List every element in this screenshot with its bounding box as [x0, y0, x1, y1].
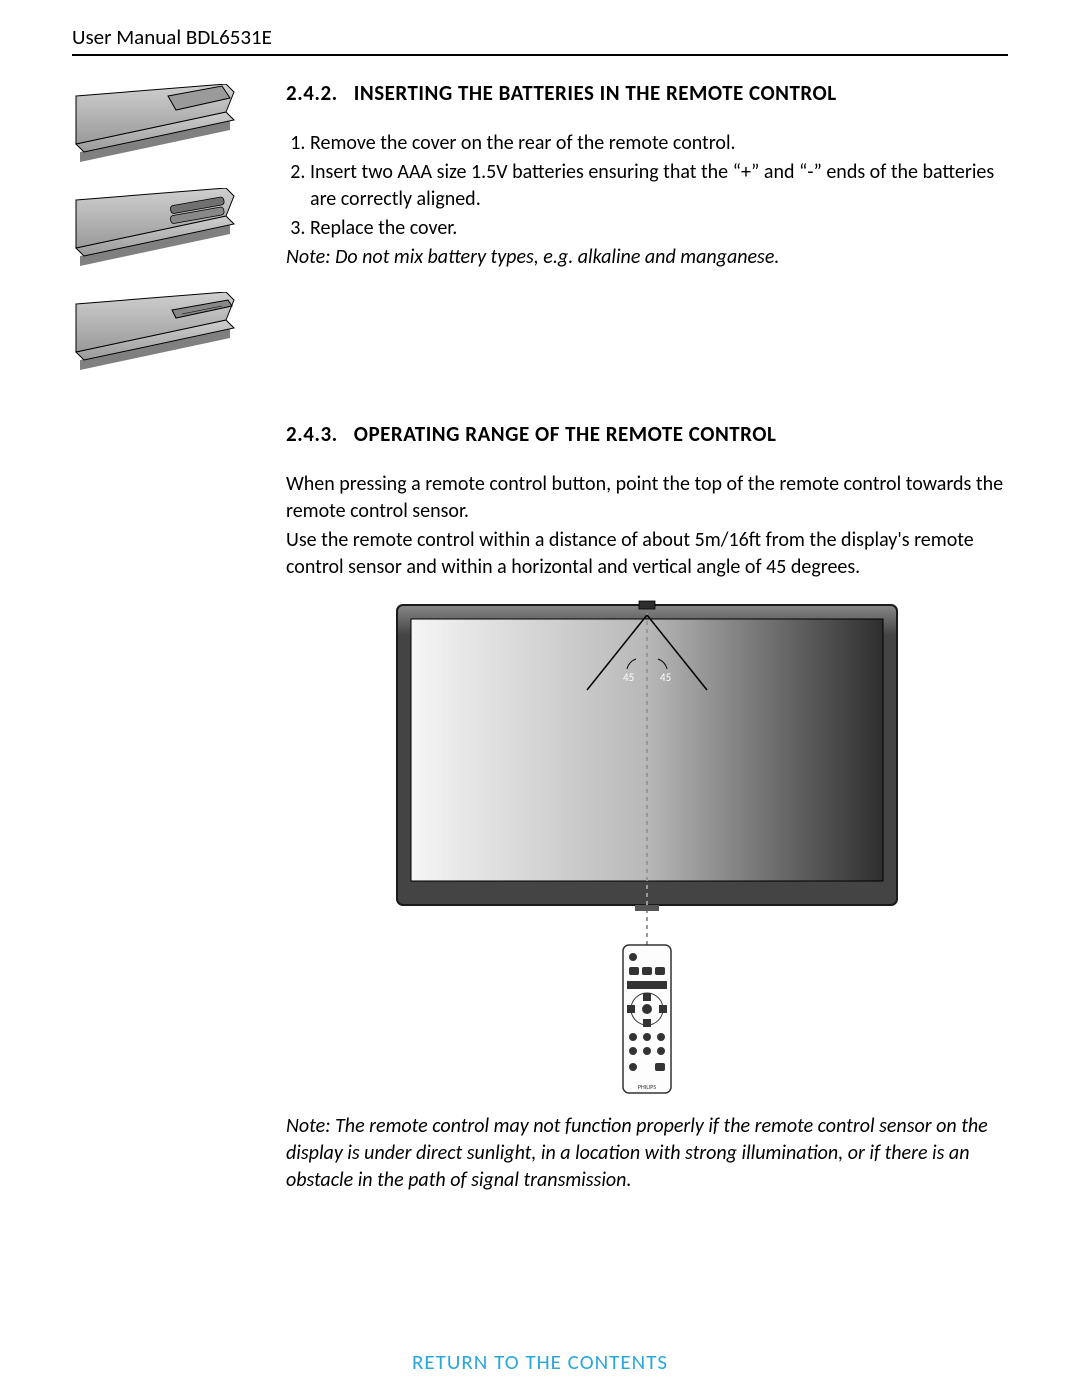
- range-paragraph-1: When pressing a remote control button, p…: [286, 471, 1008, 525]
- angle-label-left: 45: [623, 671, 634, 684]
- left-illustration-column: [72, 80, 262, 1194]
- range-diagram: 45 45: [286, 595, 1008, 1095]
- section-number: 2.4.3.: [286, 421, 338, 447]
- main-content: 2.4.2. INSERTING THE BATTERIES IN THE REM…: [72, 80, 1008, 1194]
- page-header: User Manual BDL6531E: [72, 24, 1008, 56]
- section-heading-range: 2.4.3. OPERATING RANGE OF THE REMOTE CONT…: [286, 421, 1008, 447]
- battery-step-figure-3: [72, 292, 242, 372]
- remote-control-icon: PHILIPS: [623, 945, 671, 1093]
- section-title: OPERATING RANGE OF THE REMOTE CONTROL: [354, 421, 777, 447]
- list-item: Insert two AAA size 1.5V batteries ensur…: [310, 159, 1008, 213]
- svg-text:PHILIPS: PHILIPS: [638, 1083, 656, 1091]
- return-to-contents-link[interactable]: RETURN TO THE CONTENTS: [0, 1349, 1080, 1375]
- section-title: INSERTING THE BATTERIES IN THE REMOTE CO…: [354, 80, 837, 106]
- list-item: Replace the cover.: [310, 215, 1008, 242]
- battery-steps-list: Remove the cover on the rear of the remo…: [286, 130, 1008, 242]
- angle-label-right: 45: [660, 671, 671, 684]
- section-operating-range: 2.4.3. OPERATING RANGE OF THE REMOTE CONT…: [286, 421, 1008, 1194]
- battery-step-figure-2: [72, 188, 242, 268]
- header-title: User Manual BDL6531E: [72, 24, 1008, 50]
- section-heading-batteries: 2.4.2. INSERTING THE BATTERIES IN THE REM…: [286, 80, 1008, 106]
- list-item: Remove the cover on the rear of the remo…: [310, 130, 1008, 157]
- range-paragraph-2: Use the remote control within a distance…: [286, 527, 1008, 581]
- battery-step-figure-1: [72, 84, 242, 164]
- section-number: 2.4.2.: [286, 80, 338, 106]
- right-text-column: 2.4.2. INSERTING THE BATTERIES IN THE REM…: [286, 80, 1008, 1194]
- battery-note: Note: Do not mix battery types, e.g. alk…: [286, 244, 1008, 271]
- range-note: Note: The remote control may not functio…: [286, 1113, 1008, 1194]
